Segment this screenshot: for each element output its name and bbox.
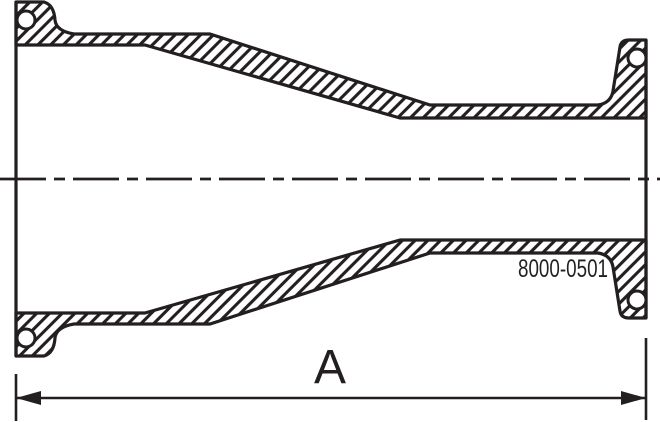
gasket-groove-top-left xyxy=(15,9,37,31)
dimension-arrow-left xyxy=(16,391,41,405)
part-number-label: 8000-0501 xyxy=(518,255,608,283)
gasket-groove-top-right xyxy=(626,47,648,69)
reducer-wall-bottom-section xyxy=(14,238,648,358)
reducer-wall-top-section xyxy=(14,0,648,120)
gasket-groove-bottom-left xyxy=(15,327,37,349)
gasket-groove-bottom-right xyxy=(626,289,648,311)
dimension-arrow-right xyxy=(621,391,646,405)
dimension-label-a: A xyxy=(314,341,346,394)
